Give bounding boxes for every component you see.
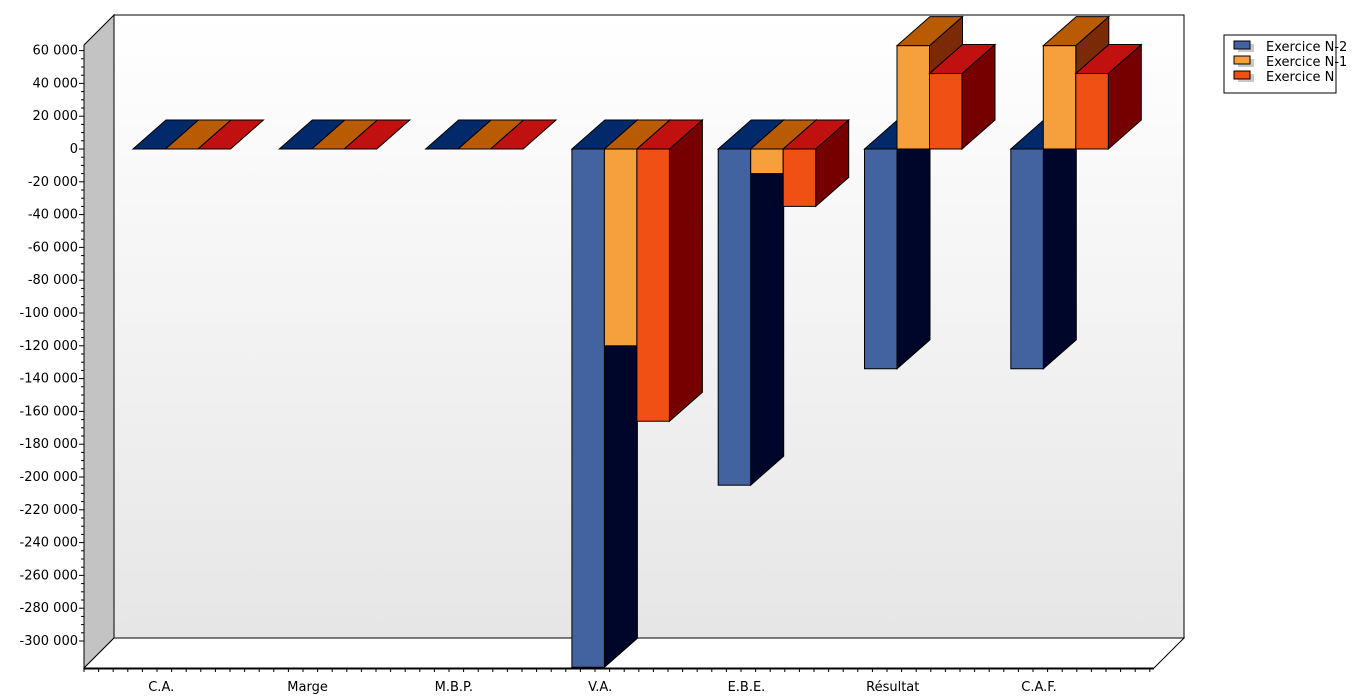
y-tick-label: -160 000 xyxy=(20,404,78,419)
bar-side xyxy=(896,118,931,370)
bar-top xyxy=(489,119,558,150)
bar xyxy=(342,119,412,150)
y-tick-label: 60 000 xyxy=(33,44,79,59)
bar-top xyxy=(342,119,412,150)
bar xyxy=(635,118,704,423)
y-tick-label: -100 000 xyxy=(20,306,78,321)
bar-top xyxy=(196,119,265,150)
bar-front xyxy=(1075,73,1109,150)
y-tick-label: -280 000 xyxy=(20,601,78,616)
bar xyxy=(1074,43,1143,151)
bar-side xyxy=(750,118,785,487)
bar-side xyxy=(1042,118,1077,370)
category-label: C.A.F. xyxy=(1021,680,1057,695)
bar-side xyxy=(668,118,703,423)
y-tick-label: -240 000 xyxy=(20,536,78,551)
y-tick-label: -180 000 xyxy=(20,437,78,452)
legend-swatch xyxy=(1233,55,1251,65)
bar xyxy=(489,119,558,150)
bar-series xyxy=(131,15,1143,669)
category-label: V.A. xyxy=(588,680,612,695)
category-label: M.B.P. xyxy=(435,680,473,695)
category-label: Résultat xyxy=(866,680,919,695)
bar-front xyxy=(1042,45,1077,150)
y-tick-label: -300 000 xyxy=(20,634,78,649)
bar-front xyxy=(636,148,670,422)
y-tick-label: -260 000 xyxy=(20,568,78,583)
x-axis: C.A. Marge M.B.P. V.A. E.B.E. Résultat C.A.F. xyxy=(83,668,1154,695)
bar-front xyxy=(864,148,898,370)
floor xyxy=(82,637,1186,669)
legend-swatch xyxy=(1233,40,1251,50)
y-tick-label: 20 000 xyxy=(33,109,79,124)
y-tick-label: -120 000 xyxy=(20,339,78,354)
legend-label: Exercice N-2 xyxy=(1266,40,1347,55)
legend-label: Exercice N xyxy=(1266,70,1334,85)
bar xyxy=(928,43,997,151)
bar-front xyxy=(603,148,638,347)
y-tick-label: -80 000 xyxy=(28,273,78,288)
bar xyxy=(196,119,265,150)
bar xyxy=(781,118,851,208)
y-tick-label: 0 xyxy=(70,142,78,157)
bar xyxy=(1009,118,1078,370)
side-wall xyxy=(83,13,115,670)
bar-front xyxy=(571,148,605,668)
legend-label: Exercice N-1 xyxy=(1266,55,1347,70)
category-label: C.A. xyxy=(148,680,174,695)
y-axis: 60 000 40 000 20 000 0 -20 000 -40 000 -60 000… xyxy=(20,44,84,649)
bar xyxy=(863,118,932,370)
y-tick-label: -20 000 xyxy=(28,175,78,190)
bar-front xyxy=(929,73,963,150)
y-tick-label: 40 000 xyxy=(33,76,79,91)
bar-front xyxy=(896,45,930,150)
y-tick-label: -200 000 xyxy=(20,470,78,485)
y-tick-label: -40 000 xyxy=(28,208,78,223)
bar xyxy=(716,118,786,487)
y-tick-label: -220 000 xyxy=(20,503,78,518)
bar-front xyxy=(750,148,784,175)
category-label: Marge xyxy=(287,680,328,695)
legend-swatch xyxy=(1233,70,1251,80)
bar-front xyxy=(717,148,752,486)
bar-front xyxy=(1010,148,1044,370)
y-tick-label: -140 000 xyxy=(20,372,78,387)
category-label: E.B.E. xyxy=(728,680,766,695)
bar-front xyxy=(782,148,817,207)
y-tick-label: -60 000 xyxy=(28,240,78,255)
